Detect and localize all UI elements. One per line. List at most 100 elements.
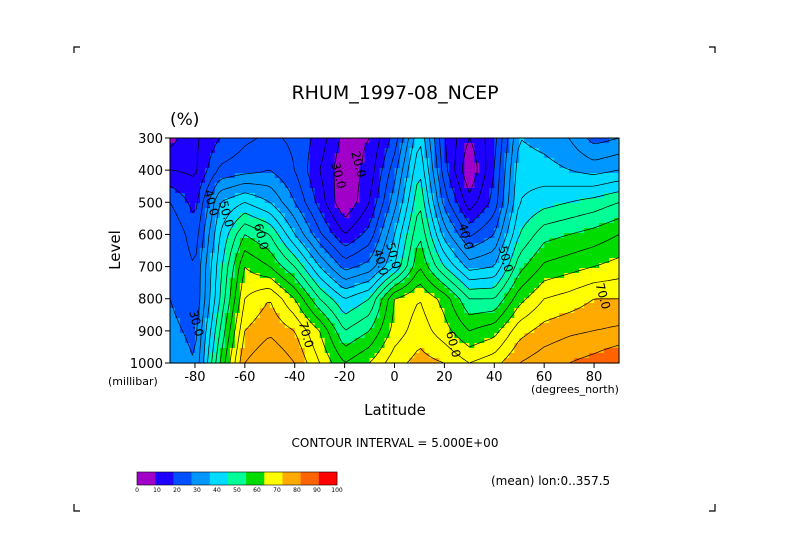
- heatmap-cell: [294, 138, 301, 144]
- heatmap-cell: [429, 288, 436, 294]
- heatmap-cell: [284, 253, 291, 259]
- heatmap-cell: [469, 163, 475, 169]
- heatmap-cell: [209, 233, 216, 239]
- heatmap-cell: [189, 178, 196, 184]
- heatmap-cell: [449, 308, 455, 314]
- heatmap-cell: [604, 298, 610, 304]
- heatmap-cell: [474, 148, 480, 154]
- heatmap-cell: [184, 203, 191, 209]
- heatmap-cell: [484, 143, 490, 149]
- heatmap-cell: [259, 348, 266, 354]
- heatmap-cell: [519, 193, 525, 199]
- heatmap-cell: [419, 318, 426, 324]
- heatmap-cell: [549, 313, 555, 319]
- heatmap-cell: [529, 308, 535, 314]
- heatmap-cell: [539, 198, 545, 204]
- heatmap-cell: [339, 163, 346, 169]
- heatmap-cell: [214, 188, 221, 194]
- heatmap-cell: [409, 333, 416, 339]
- heatmap-cell: [304, 348, 311, 354]
- heatmap-cell: [549, 138, 555, 144]
- heatmap-cell: [414, 338, 421, 344]
- heatmap-cell: [199, 233, 206, 239]
- heatmap-cell: [309, 183, 316, 189]
- heatmap-cell: [569, 303, 575, 309]
- heatmap-cell: [439, 343, 445, 349]
- heatmap-cell: [319, 138, 326, 144]
- heatmap-cell: [259, 253, 266, 259]
- heatmap-cell: [374, 243, 381, 249]
- heatmap-cell: [274, 148, 281, 154]
- heatmap-cell: [199, 298, 206, 304]
- heatmap-cell: [174, 313, 181, 319]
- heatmap-cell: [594, 323, 600, 329]
- heatmap-cell: [419, 343, 426, 349]
- heatmap-cell: [414, 298, 421, 304]
- heatmap-cell: [369, 283, 376, 289]
- heatmap-cell: [594, 343, 600, 349]
- heatmap-cell: [189, 288, 196, 294]
- heatmap-cell: [354, 233, 361, 239]
- heatmap-cell: [294, 148, 301, 154]
- heatmap-cell: [344, 278, 351, 284]
- heatmap-cell: [494, 208, 500, 214]
- heatmap-cell: [359, 288, 366, 294]
- heatmap-cell: [384, 218, 391, 224]
- heatmap-cell: [374, 143, 381, 149]
- heatmap-cell: [294, 203, 301, 209]
- heatmap-cell: [219, 248, 226, 254]
- heatmap-cell: [204, 183, 211, 189]
- heatmap-cell: [349, 238, 356, 244]
- heatmap-cell: [409, 183, 416, 189]
- heatmap-cell: [314, 268, 321, 274]
- heatmap-cell: [264, 253, 271, 259]
- heatmap-cell: [524, 213, 530, 219]
- heatmap-cell: [294, 318, 301, 324]
- heatmap-cell: [334, 198, 341, 204]
- heatmap-cell: [174, 228, 181, 234]
- heatmap-cell: [279, 323, 286, 329]
- heatmap-cell: [189, 143, 196, 149]
- heatmap-cell: [199, 203, 206, 209]
- heatmap-cell: [174, 328, 181, 334]
- heatmap-cell: [179, 343, 186, 349]
- heatmap-cell: [184, 158, 191, 164]
- heatmap-cell: [589, 288, 595, 294]
- heatmap-cell: [254, 238, 261, 244]
- heatmap-cell: [309, 313, 316, 319]
- heatmap-cell: [419, 293, 426, 299]
- heatmap-cell: [504, 203, 510, 209]
- heatmap-cell: [564, 333, 570, 339]
- heatmap-cell: [214, 288, 221, 294]
- heatmap-cell: [439, 298, 445, 304]
- heatmap-cell: [444, 353, 450, 359]
- heatmap-cell: [454, 248, 460, 254]
- heatmap-cell: [219, 293, 226, 299]
- heatmap-cell: [444, 173, 450, 179]
- heatmap-cell: [499, 233, 505, 239]
- heatmap-cell: [489, 343, 495, 349]
- heatmap-cell: [579, 183, 585, 189]
- y-tick-label: 900: [138, 325, 163, 340]
- heatmap-cell: [459, 318, 465, 324]
- heatmap-cell: [264, 263, 271, 269]
- heatmap-cell: [544, 138, 550, 144]
- heatmap-cell: [239, 313, 246, 319]
- heatmap-cell: [584, 213, 590, 219]
- heatmap-cell: [489, 143, 495, 149]
- heatmap-cell: [194, 143, 201, 149]
- heatmap-cell: [374, 318, 381, 324]
- heatmap-cell: [579, 278, 585, 284]
- heatmap-cell: [214, 148, 221, 154]
- heatmap-cell: [429, 213, 436, 219]
- heatmap-cell: [594, 158, 600, 164]
- heatmap-cell: [379, 228, 386, 234]
- heatmap-cell: [549, 218, 555, 224]
- heatmap-cell: [389, 258, 396, 264]
- heatmap-cell: [244, 313, 251, 319]
- heatmap-cell: [559, 253, 565, 259]
- heatmap-cell: [359, 348, 366, 354]
- heatmap-cell: [329, 293, 336, 299]
- heatmap-cell: [614, 248, 620, 254]
- heatmap-cell: [364, 198, 371, 204]
